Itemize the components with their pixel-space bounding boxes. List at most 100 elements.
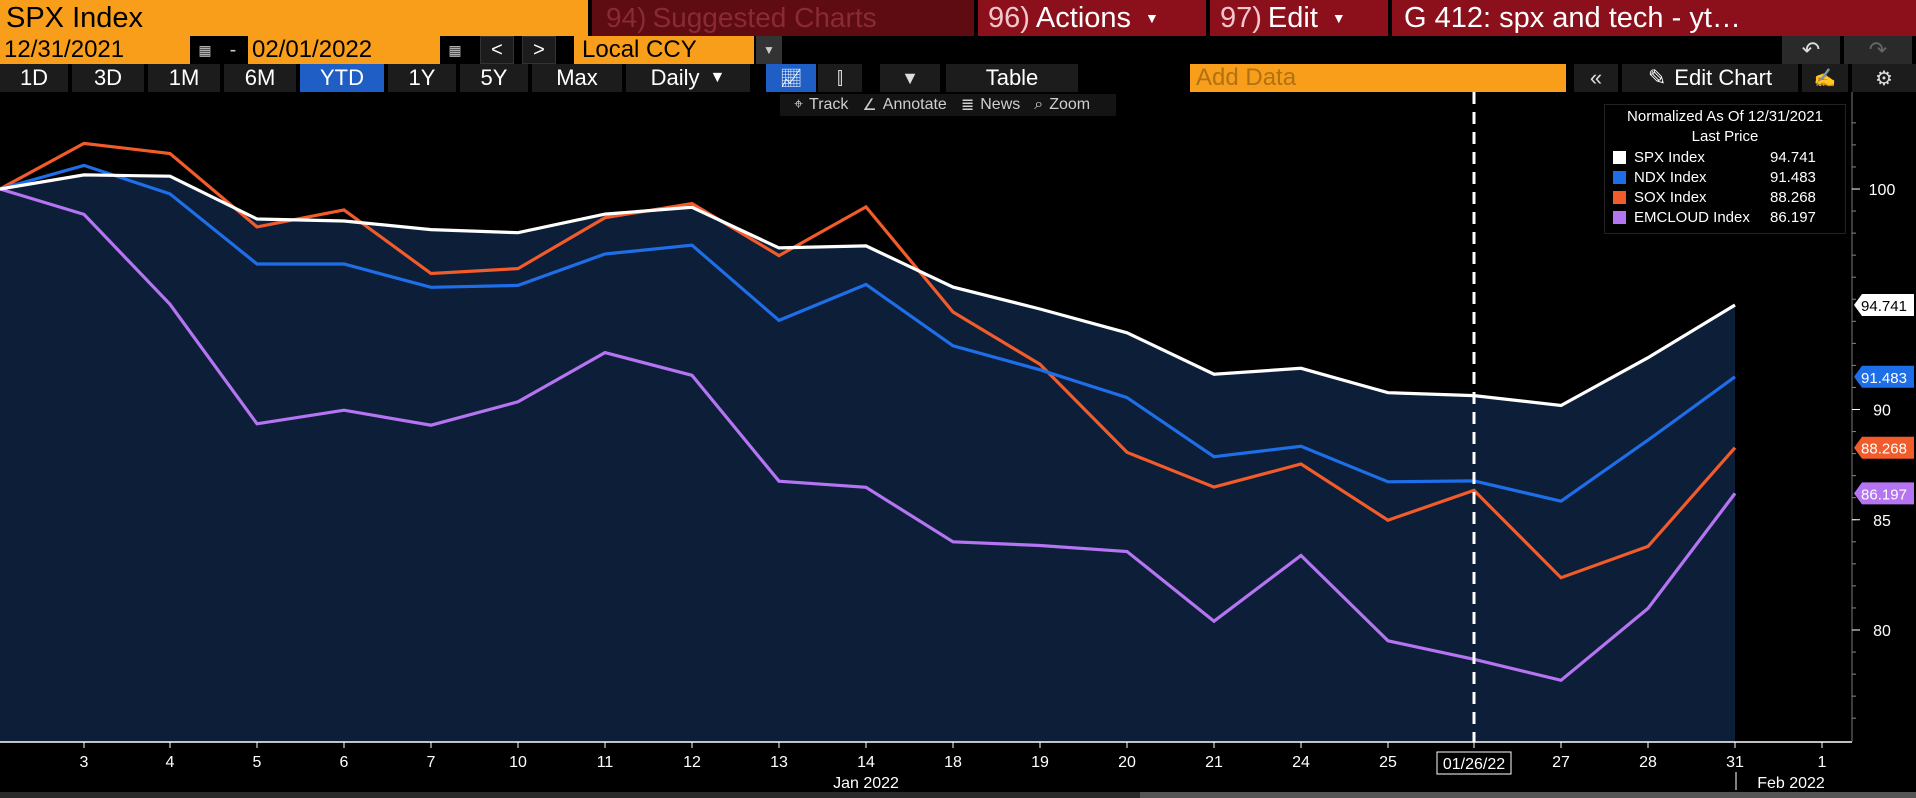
legend-value: 86.197 xyxy=(1770,208,1816,226)
header-bar: SPX Index 94) Suggested Charts 96) Actio… xyxy=(0,0,1916,36)
legend-row-ndx: NDX Index 91.483 xyxy=(1605,167,1845,187)
crosshair-date-box xyxy=(1436,751,1512,775)
calendar-icon[interactable]: ▦ xyxy=(198,41,212,58)
legend-name: NDX Index xyxy=(1634,168,1707,186)
last-value-label: 94.741 xyxy=(1861,298,1907,315)
last-value-label: 88.268 xyxy=(1861,441,1907,458)
x-tick-label: 5 xyxy=(253,754,262,771)
frequency-select[interactable]: Daily ▼ xyxy=(626,64,750,92)
edit-chart-label: Edit Chart xyxy=(1674,65,1773,90)
annotate-edit-icon[interactable]: ✍ xyxy=(1802,64,1848,92)
month-label: Jan 2022 xyxy=(833,775,899,792)
legend-name: EMCLOUD Index xyxy=(1634,208,1750,226)
last-value-tag xyxy=(1854,365,1914,388)
x-tick-label: 1 xyxy=(1818,754,1827,771)
chevron-down-icon[interactable]: ▼ xyxy=(880,64,940,92)
legend-swatch xyxy=(1613,170,1626,184)
collapse-icon[interactable]: « xyxy=(1574,64,1618,92)
end-date-field[interactable]: 02/01/2022 xyxy=(248,36,440,64)
legend-name: SOX Index xyxy=(1634,188,1707,206)
x-tick-label: 4 xyxy=(166,754,175,771)
table-button[interactable]: Table xyxy=(946,64,1078,92)
x-tick-label: 25 xyxy=(1379,754,1397,771)
gear-icon[interactable]: ⚙ xyxy=(1852,64,1916,92)
y-tick-label: 85 xyxy=(1873,513,1891,530)
undo-icon[interactable]: ↶ xyxy=(1782,36,1840,64)
legend-swatch xyxy=(1613,210,1626,224)
x-tick-label: 10 xyxy=(509,754,527,771)
legend-row-emcloud: EMCLOUD Index 86.197 xyxy=(1605,207,1845,227)
line-chart-icon[interactable]: 📈︎ xyxy=(766,64,816,92)
last-value-tag xyxy=(1854,482,1914,505)
news-icon: ≣ xyxy=(960,97,975,114)
frequency-label: Daily xyxy=(650,65,700,90)
period-1m[interactable]: 1M xyxy=(148,64,220,92)
legend-swatch xyxy=(1613,190,1626,204)
edit-num: 97) xyxy=(1220,1,1262,34)
calendar-icon[interactable]: ▦ xyxy=(448,41,462,58)
legend-row-spx: SPX Index 94.741 xyxy=(1605,147,1845,167)
period-3d[interactable]: 3D xyxy=(72,64,144,92)
candlestick-icon[interactable]: ⫿ xyxy=(818,64,862,92)
chevron-down-icon: ▼ xyxy=(1331,10,1346,26)
legend-name: SPX Index xyxy=(1634,148,1705,166)
legend-value: 91.483 xyxy=(1770,168,1816,186)
annotate-tool[interactable]: Annotate xyxy=(882,96,947,113)
news-tool[interactable]: News xyxy=(980,96,1021,113)
y-tick-label: 80 xyxy=(1873,623,1891,640)
x-tick-label: 6 xyxy=(340,754,349,771)
actions-menu[interactable]: 96) Actions ▼ xyxy=(978,0,1206,36)
x-tick-label: 31 xyxy=(1726,754,1744,771)
actions-label: Actions xyxy=(1035,1,1132,34)
legend-value: 94.741 xyxy=(1770,148,1816,166)
series-line-emcloud xyxy=(0,187,1737,683)
spx-area-fill xyxy=(0,174,1735,742)
period-5y[interactable]: 5Y xyxy=(460,64,528,92)
chevron-down-icon[interactable]: ▼ xyxy=(756,36,782,64)
x-tick-label: 13 xyxy=(770,754,788,771)
last-value-label: 86.197 xyxy=(1861,486,1907,503)
redo-icon[interactable]: ↷ xyxy=(1844,36,1912,64)
edit-chart-button[interactable]: ✎ Edit Chart xyxy=(1622,64,1798,92)
last-value-label: 91.483 xyxy=(1861,370,1907,387)
date-bar: 12/31/2021 ▦ - 02/01/2022 ▦ < > Local CC… xyxy=(0,36,1916,64)
x-tick-label: 20 xyxy=(1118,754,1136,771)
currency-field[interactable]: Local CCY xyxy=(574,36,754,64)
suggested-num: 94) xyxy=(606,2,647,33)
x-tick-label: 12 xyxy=(683,754,701,771)
zoom-tool[interactable]: Zoom xyxy=(1049,96,1091,113)
start-date-field[interactable]: 12/31/2021 xyxy=(0,36,190,64)
x-tick-label: 27 xyxy=(1552,754,1570,771)
last-value-tag xyxy=(1854,293,1914,316)
chart-tools: ⌖ Track ∠ Annotate ≣ News ⌕ Zoom xyxy=(780,94,1116,116)
x-tick-label: 7 xyxy=(427,754,436,771)
period-ytd[interactable]: YTD xyxy=(300,64,384,92)
period-6m[interactable]: 6M xyxy=(224,64,296,92)
scroll-track xyxy=(0,792,1916,798)
chevron-down-icon: ▼ xyxy=(709,69,726,86)
chevron-down-icon: ▼ xyxy=(1145,10,1159,26)
date-separator: - xyxy=(229,38,237,61)
ticker-field[interactable]: SPX Index xyxy=(0,0,588,36)
chart-area[interactable]: 3 4 5 6 7 10 11 12 13 14 18 19 20 21 24 25 27 28 31 1 Jan 20… xyxy=(0,92,1916,798)
next-period-button[interactable]: > xyxy=(522,36,556,64)
edit-menu[interactable]: 97) Edit ▼ xyxy=(1210,0,1388,36)
period-max[interactable]: Max xyxy=(532,64,622,92)
actions-num: 96) xyxy=(988,1,1030,34)
x-tick-label: 28 xyxy=(1639,754,1657,771)
zoom-icon: ⌕ xyxy=(1034,96,1044,113)
period-1y[interactable]: 1Y xyxy=(388,64,456,92)
period-1d[interactable]: 1D xyxy=(0,64,68,92)
pencil-icon: ✎ xyxy=(1647,65,1667,90)
prev-period-button[interactable]: < xyxy=(480,36,514,64)
legend-value: 88.268 xyxy=(1770,188,1816,206)
x-tick-label: 11 xyxy=(597,754,614,771)
track-tool[interactable]: Track xyxy=(809,96,849,113)
legend-subtitle: Last Price xyxy=(1691,128,1759,145)
suggested-charts-button[interactable]: 94) Suggested Charts xyxy=(592,0,974,36)
month-label: Feb 2022 xyxy=(1757,775,1825,792)
last-value-tag xyxy=(1854,436,1914,459)
add-data-input[interactable]: Add Data xyxy=(1190,64,1566,92)
y-tick-label: 90 xyxy=(1873,403,1891,420)
annotate-icon: ∠ xyxy=(862,97,877,114)
